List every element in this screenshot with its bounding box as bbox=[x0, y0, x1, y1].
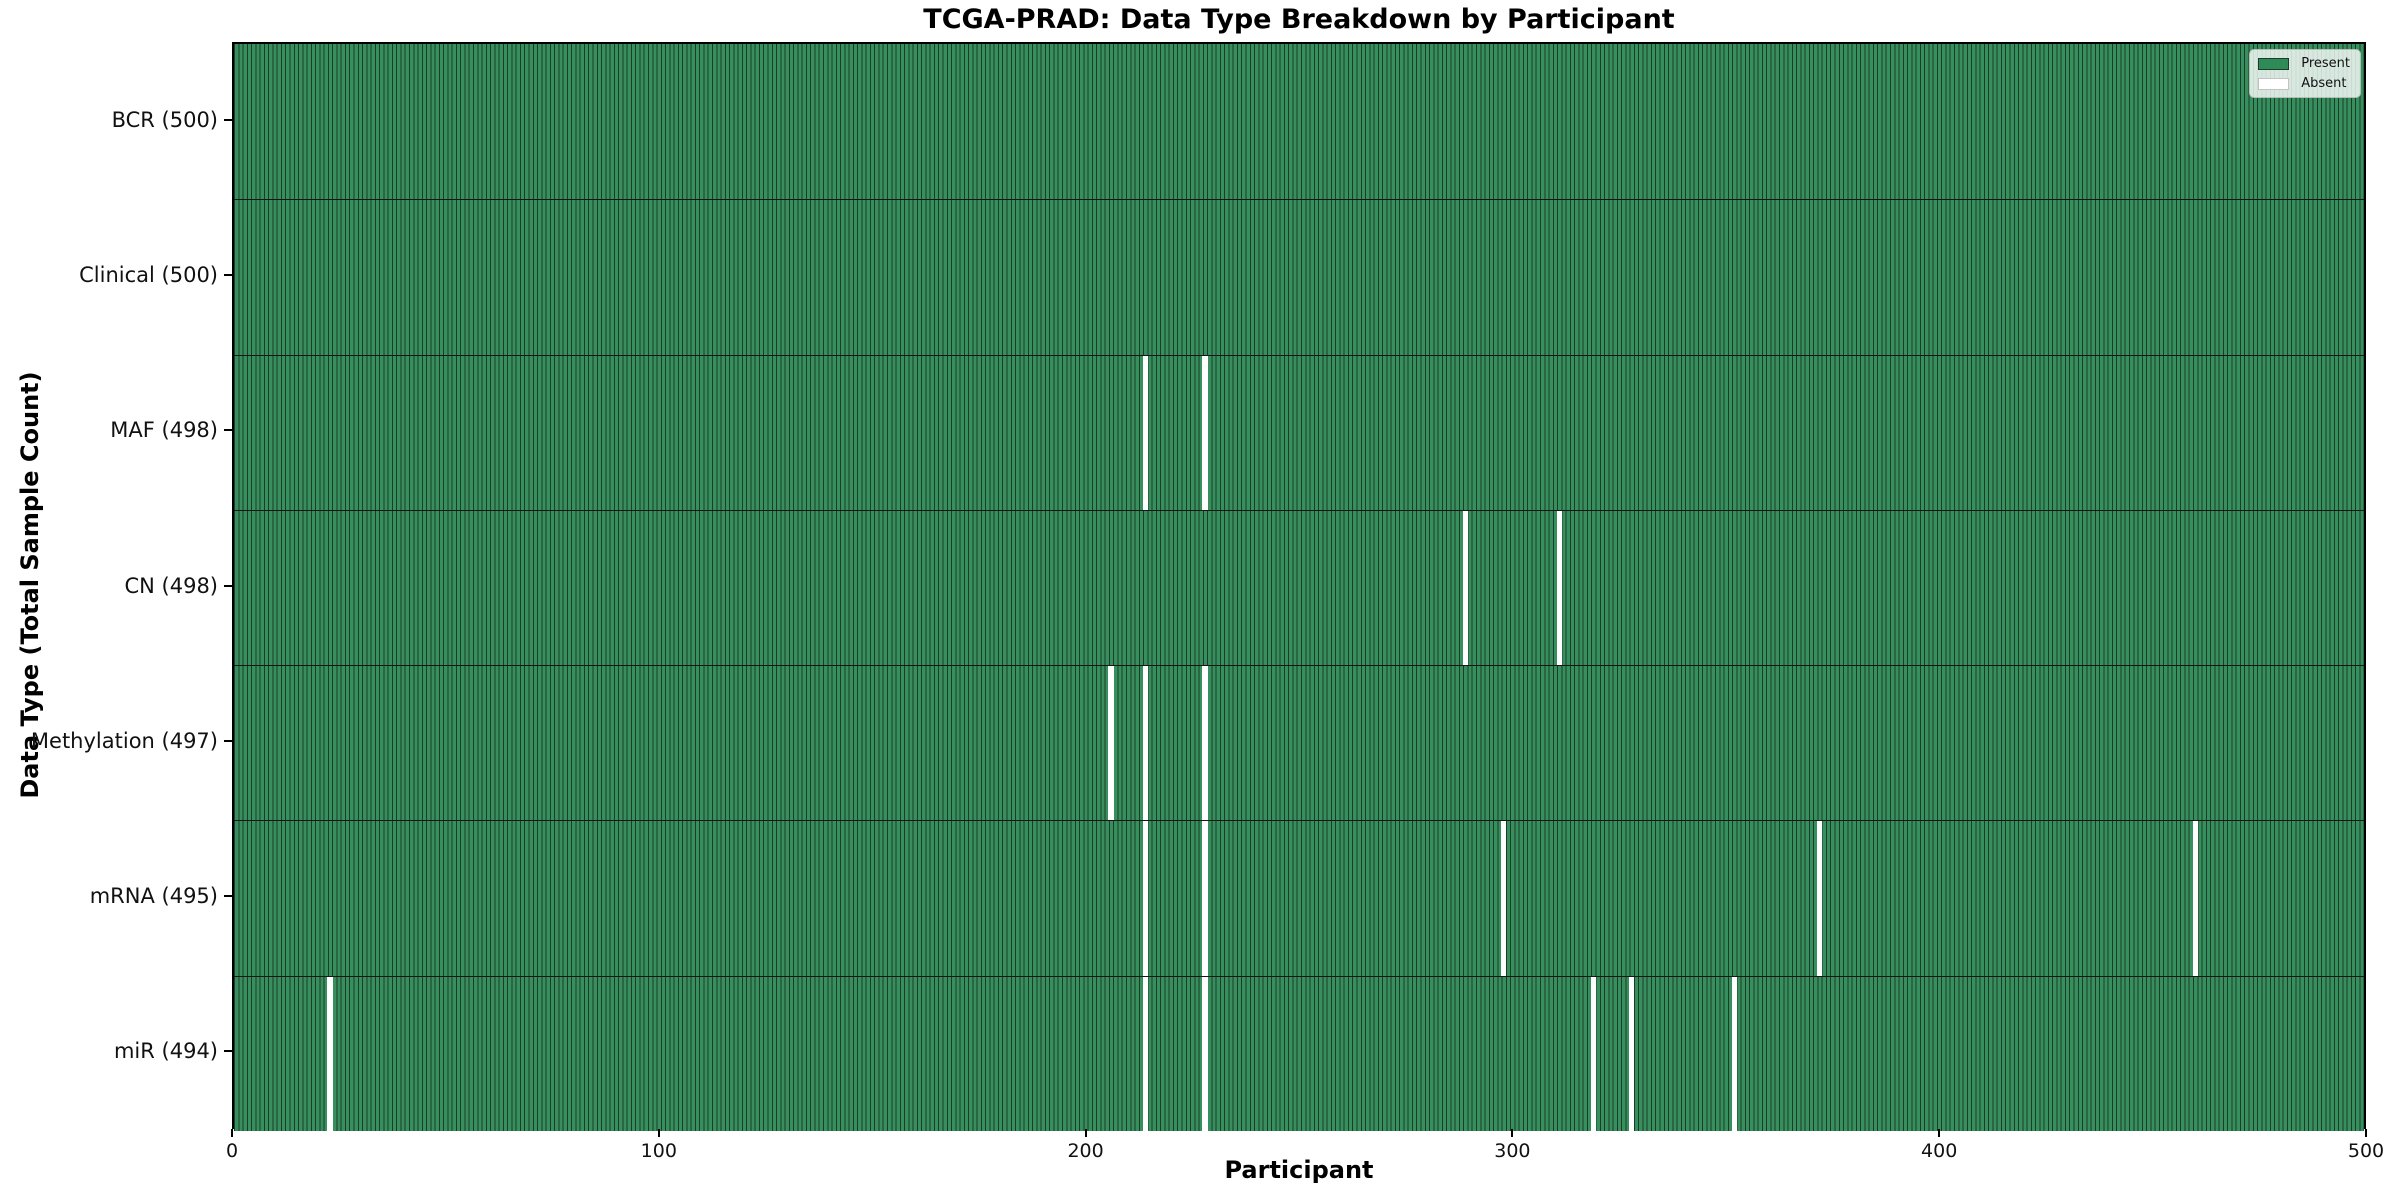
xtick-label-0: 0 bbox=[225, 1140, 239, 1162]
x-tick-mark bbox=[657, 1129, 660, 1137]
absent-gap bbox=[1142, 975, 1148, 1131]
absent-gap bbox=[1501, 820, 1507, 976]
legend-label: Absent bbox=[2301, 76, 2347, 91]
y-tick-mark bbox=[224, 273, 232, 276]
ytick-label-bcr: BCR (500) bbox=[111, 107, 218, 132]
data-row-mrna bbox=[234, 820, 2364, 976]
row-separator bbox=[234, 975, 2364, 977]
absent-gap bbox=[1142, 820, 1148, 976]
ytick-label-mrna: mRNA (495) bbox=[89, 884, 218, 909]
absent-gap bbox=[1202, 665, 1208, 821]
row-separator bbox=[234, 665, 2364, 667]
row-separator bbox=[234, 509, 2364, 511]
x-tick-mark bbox=[2365, 1129, 2367, 1137]
ytick-label-methylation: Methylation (497) bbox=[30, 728, 218, 753]
y-tick-mark bbox=[224, 584, 232, 587]
plot-area: Present Absent bbox=[232, 42, 2366, 1131]
data-row-clinical bbox=[234, 199, 2364, 355]
row-separator bbox=[234, 820, 2364, 822]
legend-swatch-absent-icon bbox=[2258, 77, 2290, 90]
legend-entry: Absent bbox=[2258, 76, 2350, 91]
x-tick-mark bbox=[1084, 1129, 1087, 1137]
absent-gap bbox=[1629, 975, 1635, 1131]
data-row-mir bbox=[234, 975, 2364, 1131]
ytick-label-mir: miR (494) bbox=[113, 1039, 218, 1064]
y-tick-mark bbox=[224, 118, 232, 121]
absent-gap bbox=[1590, 975, 1596, 1131]
data-row-bcr bbox=[234, 44, 2364, 200]
x-tick-mark bbox=[231, 1129, 233, 1137]
y-tick-mark bbox=[224, 1050, 232, 1053]
absent-gap bbox=[1142, 665, 1148, 821]
xtick-label-300: 300 bbox=[1494, 1140, 1531, 1162]
absent-gap bbox=[1108, 665, 1114, 821]
absent-gap bbox=[1731, 975, 1737, 1131]
xtick-label-400: 400 bbox=[1921, 1140, 1958, 1162]
absent-gap bbox=[1816, 820, 1823, 976]
legend: Present Absent bbox=[2249, 49, 2361, 98]
absent-gap bbox=[327, 975, 333, 1131]
row-separator bbox=[234, 354, 2364, 356]
data-row-methylation bbox=[234, 665, 2364, 821]
absent-gap bbox=[1202, 354, 1208, 510]
absent-gap bbox=[1142, 354, 1148, 510]
ytick-label-cn: CN (498) bbox=[124, 573, 218, 598]
absent-gap bbox=[1556, 509, 1562, 666]
absent-gap bbox=[2192, 820, 2198, 976]
y-tick-mark bbox=[224, 895, 232, 898]
row-separator bbox=[234, 199, 2364, 201]
absent-gap bbox=[1202, 975, 1208, 1131]
xtick-label-500: 500 bbox=[2347, 1140, 2385, 1162]
legend-entry: Present bbox=[2258, 56, 2350, 71]
xtick-label-100: 100 bbox=[640, 1140, 677, 1162]
ytick-label-clinical: Clinical (500) bbox=[79, 262, 218, 287]
absent-gap bbox=[1462, 509, 1468, 666]
ytick-label-maf: MAF (498) bbox=[110, 418, 218, 443]
legend-swatch-present-icon bbox=[2258, 57, 2290, 70]
legend-label: Present bbox=[2301, 56, 2350, 71]
xtick-label-200: 200 bbox=[1067, 1140, 1104, 1162]
x-tick-mark bbox=[1511, 1129, 1514, 1137]
absent-gap bbox=[1202, 820, 1208, 976]
data-row-maf bbox=[234, 354, 2364, 510]
chart-title: TCGA-PRAD: Data Type Breakdown by Partic… bbox=[923, 4, 1675, 35]
y-tick-mark bbox=[224, 429, 232, 432]
x-axis-label: Participant bbox=[1224, 1156, 1374, 1184]
y-tick-mark bbox=[224, 739, 232, 742]
x-tick-mark bbox=[1938, 1129, 1941, 1137]
data-row-cn bbox=[234, 509, 2364, 666]
